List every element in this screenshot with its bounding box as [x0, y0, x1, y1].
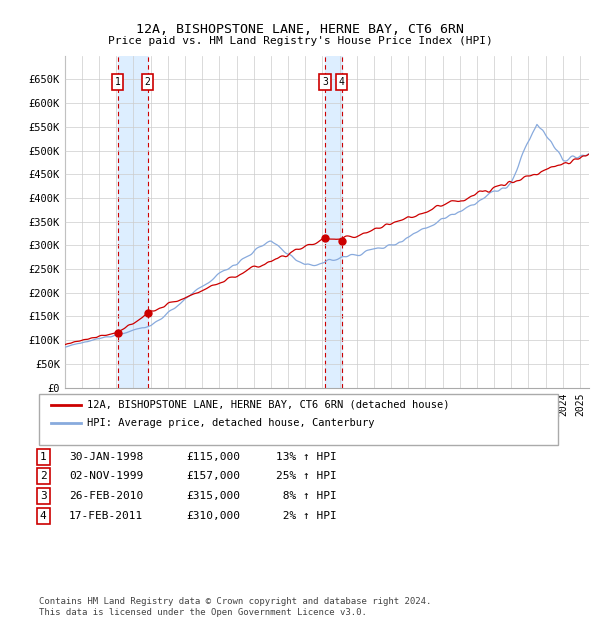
- Text: £310,000: £310,000: [186, 511, 240, 521]
- Bar: [325, 56, 341, 388]
- Text: Price paid vs. HM Land Registry's House Price Index (HPI): Price paid vs. HM Land Registry's House …: [107, 36, 493, 46]
- Text: 1: 1: [115, 77, 121, 87]
- Text: 2: 2: [40, 471, 47, 481]
- Text: £157,000: £157,000: [186, 471, 240, 481]
- Text: 26-FEB-2010: 26-FEB-2010: [69, 491, 143, 501]
- Bar: [118, 56, 148, 388]
- Text: 3: 3: [322, 77, 328, 87]
- Text: Contains HM Land Registry data © Crown copyright and database right 2024.
This d: Contains HM Land Registry data © Crown c…: [39, 598, 431, 617]
- Text: 17-FEB-2011: 17-FEB-2011: [69, 511, 143, 521]
- Text: 12A, BISHOPSTONE LANE, HERNE BAY, CT6 6RN (detached house): 12A, BISHOPSTONE LANE, HERNE BAY, CT6 6R…: [87, 400, 449, 410]
- Text: 2: 2: [145, 77, 151, 87]
- Text: 30-JAN-1998: 30-JAN-1998: [69, 452, 143, 462]
- Text: 25% ↑ HPI: 25% ↑ HPI: [276, 471, 337, 481]
- Text: 4: 4: [339, 77, 344, 87]
- Text: 13% ↑ HPI: 13% ↑ HPI: [276, 452, 337, 462]
- Text: £315,000: £315,000: [186, 491, 240, 501]
- Text: 1: 1: [40, 452, 47, 462]
- Text: HPI: Average price, detached house, Canterbury: HPI: Average price, detached house, Cant…: [87, 418, 374, 428]
- Text: 8% ↑ HPI: 8% ↑ HPI: [276, 491, 337, 501]
- Text: £115,000: £115,000: [186, 452, 240, 462]
- Text: 02-NOV-1999: 02-NOV-1999: [69, 471, 143, 481]
- Text: 12A, BISHOPSTONE LANE, HERNE BAY, CT6 6RN: 12A, BISHOPSTONE LANE, HERNE BAY, CT6 6R…: [136, 23, 464, 36]
- Text: 3: 3: [40, 491, 47, 501]
- Text: 4: 4: [40, 511, 47, 521]
- Text: 2% ↑ HPI: 2% ↑ HPI: [276, 511, 337, 521]
